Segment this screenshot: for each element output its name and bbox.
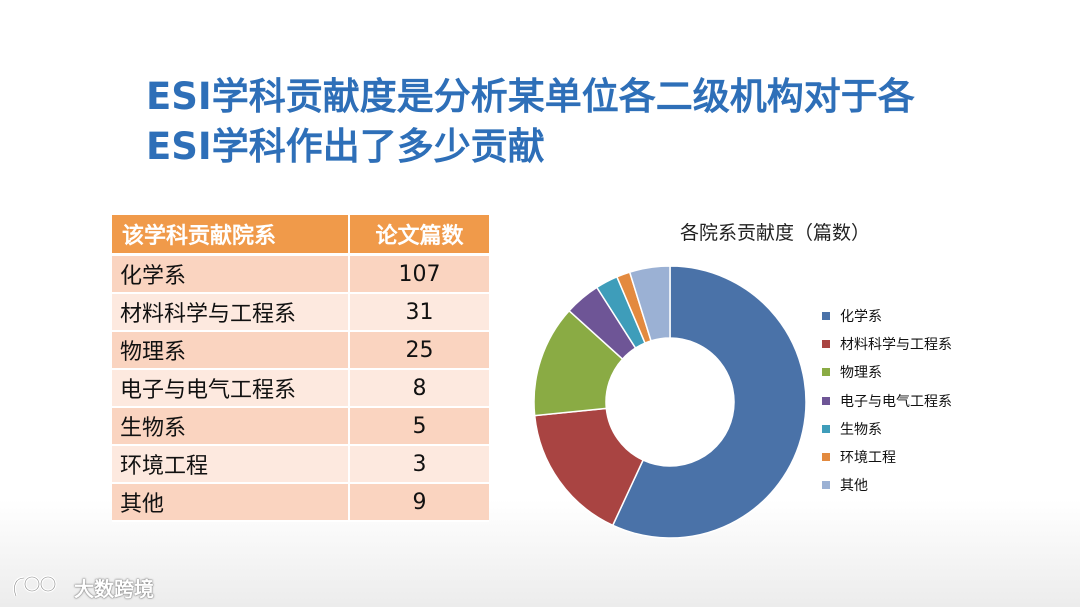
legend-item: 化学系 — [822, 302, 952, 330]
cell-paper-count: 3 — [348, 445, 489, 484]
donut-slice-1 — [611, 265, 807, 539]
cell-department: 材料科学与工程系 — [112, 293, 349, 332]
legend-item: 材料科学与工程系 — [822, 330, 952, 358]
slide-title-line-1: ESI学科贡献度是分析某单位各二级机构对于各 — [146, 75, 915, 118]
cell-paper-count: 107 — [348, 254, 489, 294]
table-row: 材料科学与工程系 31 — [112, 293, 489, 332]
legend-label: 电子与电气工程系 — [840, 393, 952, 410]
legend-swatch — [822, 368, 830, 377]
table-row: 电子与电气工程系 8 — [112, 369, 489, 408]
cell-paper-count: 9 — [348, 483, 489, 522]
donut-slice-2 — [533, 407, 645, 527]
legend-item: 生物系 — [822, 415, 952, 443]
contribution-table: 该学科贡献院系 论文篇数 化学系 107 材料科学与工程系 31 物理系 25 … — [112, 215, 489, 522]
table-row: 生物系 5 — [112, 407, 489, 446]
cell-department: 其他 — [112, 483, 349, 522]
legend-label: 材料科学与工程系 — [840, 337, 952, 354]
header-paper-count: 论文篇数 — [348, 215, 489, 256]
cell-paper-count: 5 — [348, 407, 489, 446]
table-row: 化学系 107 — [112, 254, 489, 294]
watermark: 大数跨境 — [10, 572, 154, 602]
legend-swatch — [822, 481, 830, 490]
table-row: 其他 9 — [112, 483, 489, 522]
table-header-row: 该学科贡献院系 论文篇数 — [112, 215, 489, 256]
legend-item: 电子与电气工程系 — [822, 387, 952, 415]
legend-swatch — [822, 312, 830, 321]
legend-swatch — [822, 396, 830, 405]
slide-title-line-2: ESI学科作出了多少贡献 — [146, 125, 545, 168]
legend-label: 物理系 — [840, 365, 882, 382]
legend-swatch — [822, 340, 830, 349]
legend-label: 环境工程 — [840, 450, 896, 467]
cell-paper-count: 8 — [348, 369, 489, 408]
legend-label: 其他 — [840, 478, 868, 495]
cell-paper-count: 31 — [348, 293, 489, 332]
legend-label: 生物系 — [840, 421, 882, 438]
watermark-text: 大数跨境 — [74, 576, 154, 601]
legend-swatch — [822, 453, 830, 462]
cell-department: 化学系 — [112, 254, 349, 294]
chart-legend: 化学系材料科学与工程系 物理系电子与电气工程系 生物系环境工程其他 — [822, 302, 952, 499]
header-department: 该学科贡献院系 — [112, 215, 349, 256]
cell-department: 环境工程 — [112, 445, 349, 484]
legend-item: 其他 — [822, 471, 952, 499]
slide-title: ESI学科贡献度是分析某单位各二级机构对于各 ESI学科作出了多少贡献 — [146, 72, 1046, 172]
cell-department: 生物系 — [112, 407, 349, 446]
donut-chart — [533, 265, 807, 539]
chart-title: 各院系贡献度（篇数） — [680, 222, 871, 244]
table-row: 环境工程 3 — [112, 445, 489, 484]
brand-logo-icon — [12, 575, 57, 597]
cell-department: 物理系 — [112, 331, 349, 370]
legend-label: 化学系 — [840, 309, 882, 326]
cell-department: 电子与电气工程系 — [112, 369, 349, 408]
legend-item: 环境工程 — [822, 443, 952, 471]
cell-paper-count: 25 — [348, 331, 489, 370]
donut-slice-7 — [628, 265, 671, 342]
table-row: 物理系 25 — [112, 331, 489, 370]
legend-item: 物理系 — [822, 358, 952, 386]
legend-swatch — [822, 424, 830, 433]
